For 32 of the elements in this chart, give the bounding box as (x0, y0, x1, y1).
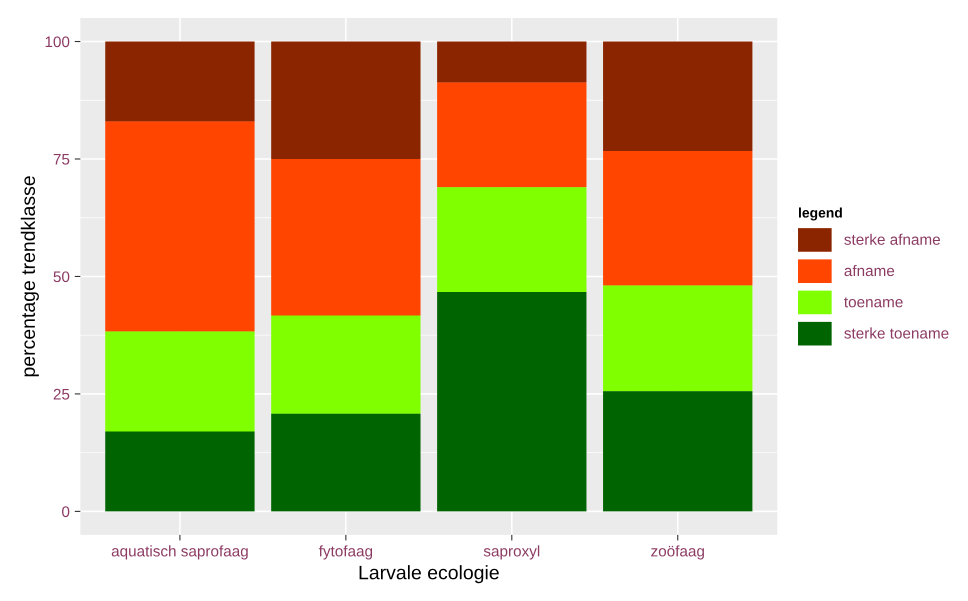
bar (271, 414, 421, 512)
x-tick-label: aquatisch saprofaag (112, 545, 248, 560)
bar (603, 285, 752, 392)
y-tick-label: 25 (54, 388, 70, 400)
legend-label: sterke toename (844, 327, 948, 339)
x-tick-label: fytofaag (318, 545, 372, 560)
y-tick-label: 50 (54, 271, 70, 282)
legend-label: afname (844, 264, 894, 276)
bar (437, 187, 586, 292)
legend-label: sterke afname (844, 234, 940, 245)
bar (603, 391, 752, 512)
y-tick-label: 100 (46, 36, 70, 48)
bar (437, 82, 586, 188)
x-tick-label: zoöfaag (651, 545, 704, 560)
y-tick-label: 75 (54, 154, 70, 165)
x-tick-label: saproxyl (484, 545, 540, 560)
bar (437, 292, 586, 512)
y-axis-title: percentage trendklasse (20, 176, 39, 376)
x-axis-title: Larvale ecologie (360, 565, 499, 584)
bar (105, 331, 255, 432)
bar (271, 42, 421, 159)
y-tick-label: 0 (62, 506, 70, 518)
bar (271, 158, 421, 316)
bar (105, 121, 255, 332)
legend-title: legend (798, 207, 842, 220)
bar (105, 432, 255, 512)
bar (105, 42, 255, 122)
bar (603, 42, 752, 152)
bar (603, 151, 752, 286)
bar (437, 42, 586, 82)
legend-label: toename (844, 297, 903, 308)
bar (271, 315, 421, 414)
